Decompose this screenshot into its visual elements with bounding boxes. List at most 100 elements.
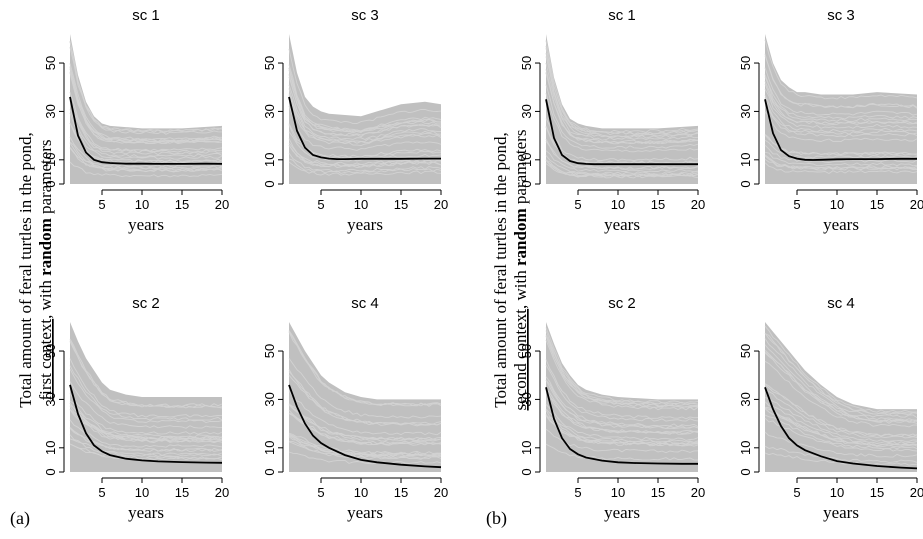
- simulation-trajectory: [288, 105, 442, 151]
- simulation-trajectory: [288, 441, 442, 460]
- x-tick-label: 20: [691, 485, 705, 500]
- mean-line: [69, 96, 223, 165]
- simulation-trajectory: [288, 161, 442, 176]
- x-tick-label: 15: [394, 197, 408, 212]
- x-tick-label: 20: [215, 197, 229, 212]
- x-axis-title: years: [128, 215, 164, 234]
- simulation-trajectory: [69, 409, 223, 444]
- simulation-trajectory: [545, 339, 699, 411]
- simulation-trajectory: [288, 331, 442, 407]
- simulation-trajectory: [288, 124, 442, 160]
- simulation-trajectory: [288, 88, 442, 142]
- x-tick-label: 5: [98, 485, 105, 500]
- simulation-trajectory: [69, 368, 223, 423]
- simulation-trajectory: [764, 408, 918, 448]
- x-axis-title: years: [823, 215, 859, 234]
- simulation-trajectory: [288, 158, 442, 174]
- y-tick-label: 0: [43, 468, 58, 475]
- simulation-trajectory: [288, 435, 442, 458]
- simulation-trajectory: [69, 92, 223, 152]
- subplot-b-sc1: sc 1 5 10 15 20 0 10 30 50 years: [519, 7, 705, 234]
- simulation-trajectory: [545, 126, 699, 165]
- subplot-b-sc3: sc 3 5 10 15 20 0 10 30 50 years: [738, 7, 923, 234]
- y-tick-label: 10: [43, 441, 58, 455]
- simulation-trajectory: [764, 151, 918, 167]
- simulation-trajectory: [288, 68, 442, 134]
- subplot-b-sc2: sc 2 5 10 15 20 0 10 30 50 years: [519, 295, 705, 522]
- x-tick-label: 20: [215, 485, 229, 500]
- simulation-envelope: [546, 34, 698, 184]
- mean-line: [764, 386, 918, 470]
- simulation-trajectory: [288, 84, 441, 140]
- y-tick-label: 30: [262, 392, 277, 406]
- simulation-trajectory: [288, 409, 442, 445]
- simulation-trajectory: [69, 427, 223, 453]
- simulation-trajectory: [545, 84, 699, 149]
- simulation-trajectory: [764, 134, 918, 156]
- simulation-trajectory: [764, 383, 918, 437]
- mean-line: [288, 384, 442, 469]
- simulation-trajectory: [69, 112, 223, 160]
- simulation-trajectory: [288, 74, 442, 137]
- y-tick-label: 50: [262, 56, 277, 70]
- simulation-envelope: [70, 34, 222, 184]
- simulation-trajectory: [764, 338, 918, 418]
- subplot-title: sc 4: [351, 295, 379, 312]
- simulation-envelope: [765, 322, 917, 472]
- simulation-trajectory: [545, 414, 699, 446]
- simulation-trajectory: [69, 63, 223, 141]
- simulation-trajectory: [288, 390, 442, 436]
- simulation-trajectory: [69, 123, 223, 163]
- simulation-trajectory: [764, 111, 918, 142]
- simulation-trajectory: [69, 109, 223, 158]
- simulation-trajectory: [545, 118, 699, 162]
- simulation-trajectory: [69, 426, 223, 452]
- ylabel-b-end: parameters: [511, 130, 530, 209]
- x-tick-label: 15: [175, 485, 189, 500]
- x-tick-label: 10: [830, 197, 844, 212]
- simulation-trajectory: [69, 72, 223, 145]
- simulation-trajectory: [288, 138, 441, 166]
- simulation-trajectory: [545, 409, 699, 445]
- subplot-title: sc 3: [827, 7, 855, 24]
- simulation-trajectory: [764, 431, 918, 458]
- simulation-envelope: [546, 322, 698, 472]
- simulation-trajectory: [764, 333, 918, 415]
- x-tick-label: 15: [651, 485, 665, 500]
- simulation-trajectory: [69, 365, 223, 421]
- simulation-trajectory: [545, 403, 699, 441]
- simulation-trajectory: [545, 93, 699, 153]
- simulation-trajectory: [69, 400, 223, 438]
- ylabel-b-line2: second context, with random parameters: [511, 130, 530, 411]
- simulation-trajectory: [764, 88, 918, 129]
- simulation-trajectory: [69, 341, 223, 409]
- subplot-title: sc 2: [608, 295, 636, 312]
- simulation-trajectory: [288, 142, 442, 167]
- x-tick-label: 15: [394, 485, 408, 500]
- ylabel-b-random: random: [511, 208, 530, 266]
- y-tick-label: 10: [738, 441, 753, 455]
- simulation-trajectory: [764, 344, 918, 421]
- y-tick-label: 0: [738, 468, 753, 475]
- mean-line: [288, 96, 441, 160]
- simulation-trajectory: [545, 53, 699, 138]
- simulation-trajectory: [69, 393, 223, 435]
- x-tick-label: 10: [611, 485, 625, 500]
- simulation-trajectory: [764, 445, 918, 463]
- simulation-trajectory: [545, 408, 699, 443]
- ylabel-a-end: parameters: [36, 139, 55, 218]
- simulation-trajectory: [288, 374, 442, 427]
- x-tick-label: 10: [135, 197, 149, 212]
- simulation-trajectory: [545, 72, 699, 145]
- simulation-trajectory: [69, 66, 223, 143]
- simulation-trajectory: [764, 39, 918, 100]
- x-axis-title: years: [347, 215, 383, 234]
- simulation-trajectory: [288, 48, 442, 125]
- simulation-trajectory: [288, 413, 442, 446]
- simulation-trajectory: [69, 40, 223, 133]
- x-axis-title: years: [128, 503, 164, 522]
- simulation-trajectory: [545, 327, 699, 404]
- x-axis-title: years: [604, 503, 640, 522]
- y-tick-label: 30: [738, 104, 753, 118]
